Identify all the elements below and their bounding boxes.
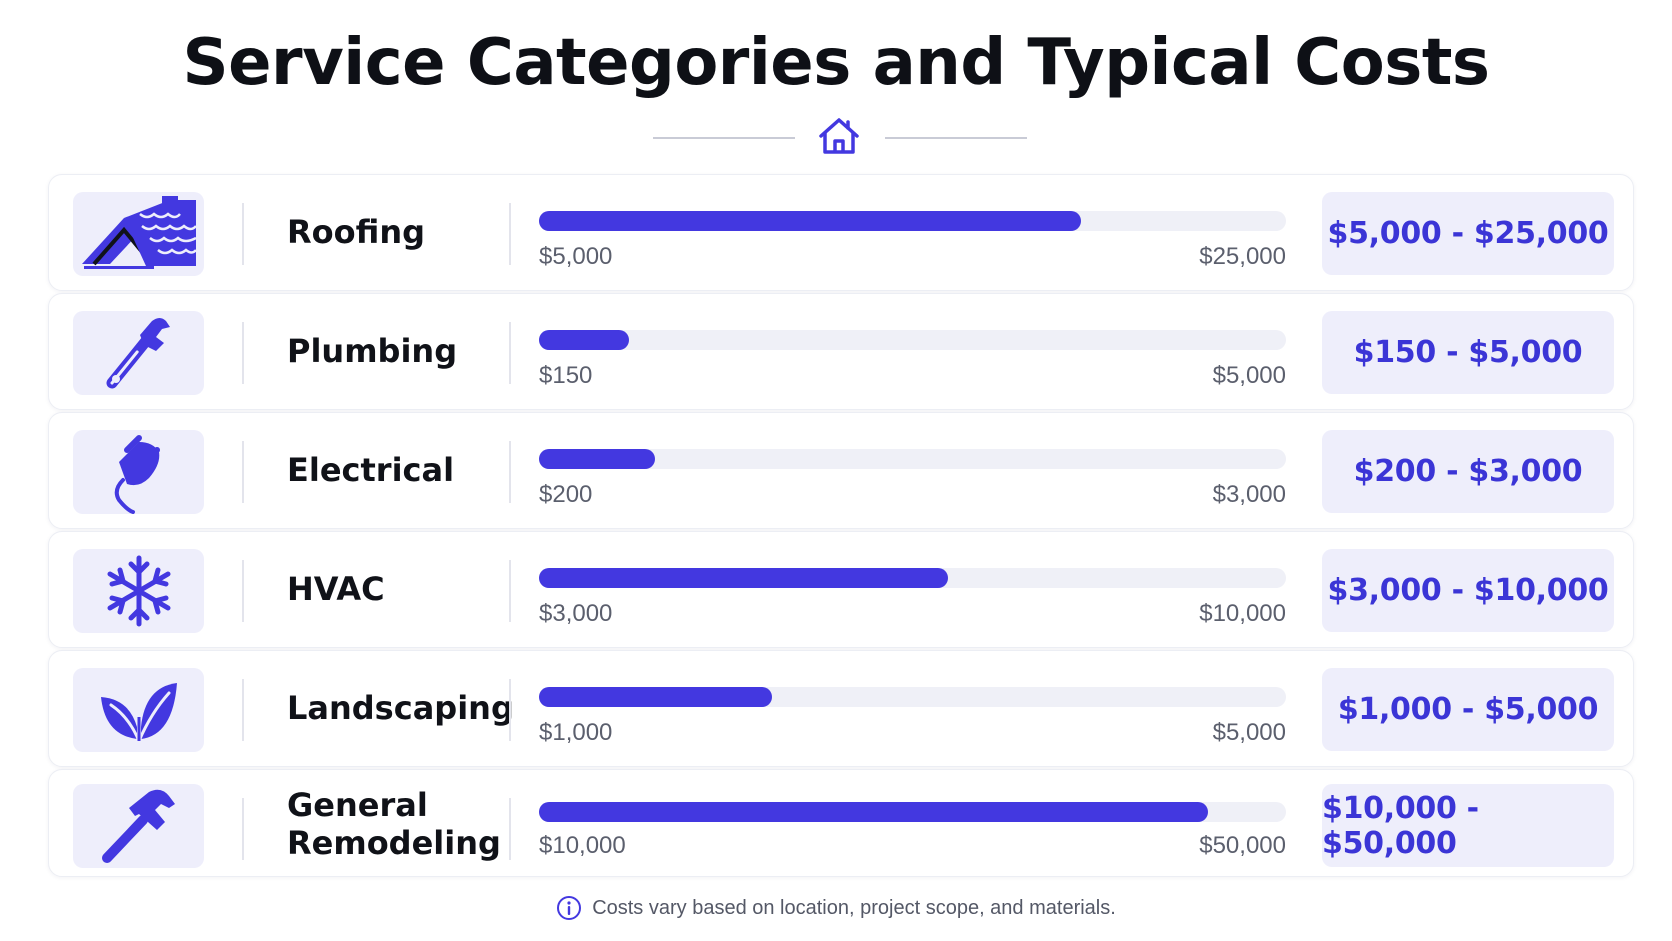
service-row: General Remodeling $10,000 $50,000 $10,000 …: [48, 769, 1634, 877]
cost-range-badge: $1,000 - $5,000: [1322, 668, 1614, 751]
column-separator: [509, 679, 511, 741]
max-cost-label: $25,000: [1199, 243, 1286, 270]
cost-bar-track: [539, 211, 1286, 231]
cost-range-badge: $5,000 - $25,000: [1322, 192, 1614, 275]
cost-range-badge: $150 - $5,000: [1322, 311, 1614, 394]
cost-bar: [539, 449, 655, 469]
column-separator: [242, 798, 244, 860]
cost-bar: [539, 211, 1081, 231]
column-separator: [509, 560, 511, 622]
category-label: Landscaping: [287, 689, 514, 727]
service-row: Electrical $200 $3,000 $200 - $3,000: [48, 412, 1634, 529]
category-label: General Remodeling: [287, 786, 501, 862]
cost-bar: [539, 568, 949, 588]
cost-bar: [539, 330, 629, 350]
max-cost-label: $3,000: [1212, 481, 1286, 508]
min-cost-label: $3,000: [539, 600, 613, 627]
column-separator: [509, 441, 511, 503]
hammer-icon: [73, 784, 204, 868]
max-cost-label: $50,000: [1199, 832, 1286, 859]
service-row: Plumbing $150 $5,000 $150 - $5,000: [48, 293, 1634, 410]
snowflake-icon: [73, 549, 204, 633]
column-separator: [242, 679, 244, 741]
max-cost-label: $5,000: [1212, 719, 1286, 746]
category-label: Plumbing: [287, 332, 458, 370]
cost-bar-track: [539, 330, 1286, 350]
category-label: HVAC: [287, 570, 385, 608]
min-cost-label: $200: [539, 481, 593, 508]
title-divider-right: [885, 137, 1027, 139]
roof-icon: [73, 192, 204, 276]
column-separator: [242, 203, 244, 265]
cost-range-badge: $200 - $3,000: [1322, 430, 1614, 513]
cost-bar-track: [539, 687, 1286, 707]
service-row: HVAC $3,000 $10,000 $3,000 - $10,000: [48, 531, 1634, 648]
column-separator: [242, 322, 244, 384]
cost-chart: Roofing $5,000 $25,000 $5,000 - $25,000 Plu…: [48, 174, 1634, 879]
min-cost-label: $1,000: [539, 719, 613, 746]
title-divider-left: [653, 137, 795, 139]
column-separator: [509, 203, 511, 265]
min-cost-label: $5,000: [539, 243, 613, 270]
page-title: Service Categories and Typical Costs: [182, 26, 1491, 100]
cost-bar-track: [539, 802, 1286, 822]
plug-icon: [73, 430, 204, 514]
cost-range-badge: $10,000 - $50,000: [1322, 784, 1614, 867]
category-label: Roofing: [287, 213, 426, 251]
column-separator: [509, 798, 511, 860]
footnote-text: Costs vary based on location, project sc…: [592, 896, 1116, 919]
cost-bar: [539, 802, 1208, 822]
cost-bar-track: [539, 449, 1286, 469]
min-cost-label: $150: [539, 362, 593, 389]
column-separator: [509, 322, 511, 384]
info-icon: [557, 896, 582, 920]
column-separator: [242, 441, 244, 503]
service-row: Landscaping $1,000 $5,000 $1,000 - $5,000: [48, 650, 1634, 767]
cost-bar-track: [539, 568, 1286, 588]
max-cost-label: $5,000: [1212, 362, 1286, 389]
category-label: Electrical: [287, 451, 455, 489]
footnote: Costs vary based on location, project sc…: [0, 895, 1672, 921]
leaf-icon: [73, 668, 204, 752]
pipe-wrench-icon: [73, 311, 204, 395]
column-separator: [242, 560, 244, 622]
house-icon: [819, 118, 859, 154]
min-cost-label: $10,000: [539, 832, 626, 859]
max-cost-label: $10,000: [1199, 600, 1286, 627]
cost-bar: [539, 687, 773, 707]
cost-range-badge: $3,000 - $10,000: [1322, 549, 1614, 632]
service-row: Roofing $5,000 $25,000 $5,000 - $25,000: [48, 174, 1634, 291]
